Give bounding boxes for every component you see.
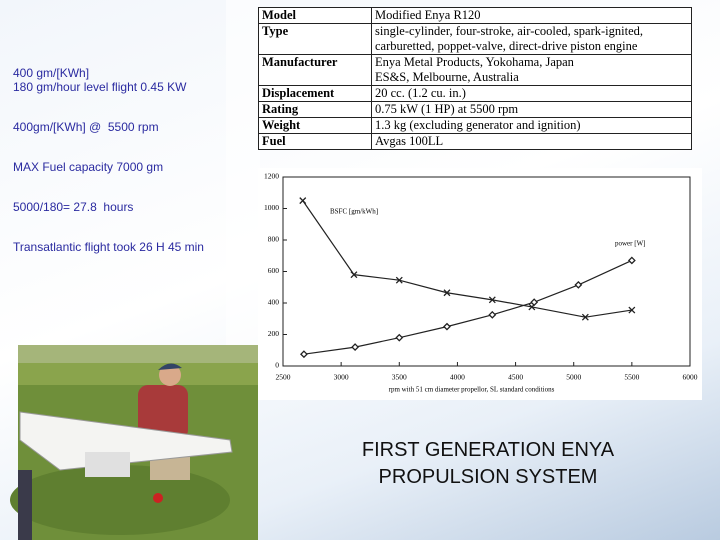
data-point	[350, 271, 358, 279]
caption-line: PROPULSION SYSTEM	[378, 466, 598, 488]
y-tick-label: 600	[268, 266, 280, 275]
chart-area	[258, 168, 702, 400]
chart: 0 200 400 600 800 1000 1200 2500 3000 3500 4000 450…	[264, 172, 698, 394]
value-line: Enya Metal Products, Yokohama, Japan	[375, 55, 574, 69]
note-line: Transatlantic flight took 26 H 45 min	[13, 240, 204, 254]
table-row: Displacement 20 cc. (1.2 cu. in.)	[258, 85, 692, 102]
data-point	[581, 313, 589, 321]
note-line: 400gm/[KWh] @ 5500 rpm	[13, 120, 159, 134]
panel	[226, 0, 260, 345]
notes: 400 gm/[KWh] 180 gm/hour level flight 0.4…	[13, 66, 204, 254]
spec-table: Model Modified Enya R120 Type single-cylind…	[258, 7, 692, 150]
caption: FIRST GENERATION ENYA PROPULSION SYSTEM	[290, 437, 686, 491]
x-tick-label: 4000	[450, 373, 465, 382]
table-row: Weight 1.3 kg (excluding generator and ig…	[258, 117, 692, 134]
y-tick-label: 0	[275, 361, 279, 370]
y-tick-label: 1200	[264, 172, 279, 181]
series-line	[302, 200, 632, 318]
data-point	[300, 350, 308, 359]
x-tick-label: 3000	[334, 373, 349, 382]
value-line: Avgas 100LL	[375, 134, 444, 148]
data-point	[488, 310, 497, 319]
row-value: Avgas 100LL	[371, 133, 692, 150]
note-line: 180 gm/hour level flight 0.45 KW	[13, 80, 187, 94]
x-tick-label: 3500	[392, 373, 407, 382]
row-value: 0.75 kW (1 HP) at 5500 rpm	[371, 101, 692, 118]
value-line: carburetted, poppet-valve, direct-drive …	[375, 39, 638, 53]
data-point	[443, 322, 451, 331]
row-label: Fuel	[258, 133, 372, 150]
photo	[10, 345, 258, 540]
row-value: 20 cc. (1.2 cu. in.)	[371, 85, 692, 102]
data-point	[299, 197, 307, 205]
value-line: 20 cc. (1.2 cu. in.)	[375, 86, 466, 100]
data-point	[628, 306, 636, 314]
series-line	[303, 259, 633, 355]
row-value: 1.3 kg (excluding generator and ignition…	[371, 117, 692, 134]
data-point	[351, 343, 360, 352]
data-point	[443, 289, 451, 297]
x-axis-label: rpm with 51 cm diameter propellor, SL st…	[389, 386, 555, 394]
table-row: Rating 0.75 kW (1 HP) at 5500 rpm	[258, 101, 692, 118]
y-tick-label: 400	[268, 298, 280, 307]
data-point	[627, 256, 636, 265]
row-label: Rating	[258, 101, 372, 118]
value-line: ES&S, Melbourne, Australia	[375, 70, 519, 84]
table-row: Type single-cylinder, four-stroke, air-co…	[258, 23, 692, 55]
x-tick-label: 5000	[566, 373, 581, 382]
table-row: Manufacturer Enya Metal Products, Yokoham…	[258, 54, 692, 86]
value-line: single-cylinder, four-stroke, air-cooled…	[375, 24, 644, 38]
data-point	[395, 333, 404, 342]
series-label: BSFC [gm/kWh]	[330, 208, 378, 216]
row-label: Model	[258, 7, 372, 24]
x-tick-label: 4500	[508, 373, 523, 382]
y-tick-label: 800	[268, 235, 280, 244]
data-point	[395, 276, 403, 284]
row-value: Enya Metal Products, Yokohama, Japan ES&S…	[371, 54, 692, 86]
table-row: Model Modified Enya R120	[258, 7, 692, 24]
row-value: Modified Enya R120	[371, 7, 692, 24]
data-point	[530, 298, 539, 307]
row-label: Displacement	[258, 85, 372, 102]
x-tick-label: 5500	[624, 373, 639, 382]
row-label: Type	[258, 23, 372, 55]
y-tick-label: 200	[268, 329, 280, 338]
caption-line: FIRST GENERATION ENYA	[361, 439, 615, 461]
note-line: MAX Fuel capacity 7000 gm	[13, 160, 164, 174]
value-line: Modified Enya R120	[375, 8, 481, 22]
x-tick-label: 2500	[276, 373, 291, 382]
series-label: power [W]	[615, 240, 646, 248]
x-tick-label: 6000	[683, 373, 698, 382]
value-line: 1.3 kg (excluding generator and ignition…	[375, 118, 581, 132]
row-label: Weight	[258, 117, 372, 134]
row-value: single-cylinder, four-stroke, air-cooled…	[371, 23, 692, 55]
table-row: Fuel Avgas 100LL	[258, 133, 692, 150]
data-point	[488, 296, 496, 304]
data-point	[574, 280, 583, 289]
y-tick-label: 1000	[264, 203, 279, 212]
row-label: Manufacturer	[258, 54, 372, 86]
note-line: 400 gm/[KWh]	[13, 66, 90, 80]
note-line: 5000/180= 27.8 hours	[13, 200, 134, 214]
value-line: 0.75 kW (1 HP) at 5500 rpm	[375, 102, 519, 116]
